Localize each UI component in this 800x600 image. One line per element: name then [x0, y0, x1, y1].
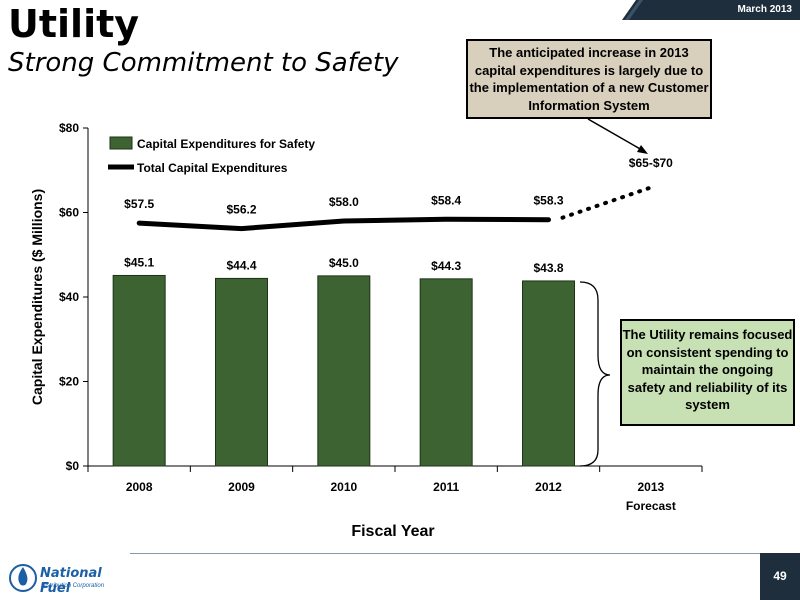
date-tab: March 2013	[622, 0, 800, 20]
y-tick-label: $40	[59, 290, 79, 304]
y-tick-label: $80	[59, 121, 79, 135]
forecast-dotted-line	[560, 184, 655, 220]
callout-safety: The Utility remains focused on consisten…	[620, 319, 795, 426]
bar-value-label: $44.3	[431, 259, 461, 273]
bar	[419, 278, 473, 467]
legend-label-total: Total Capital Expenditures	[137, 161, 288, 175]
legend-label-safety: Capital Expenditures for Safety	[137, 137, 315, 151]
footer-rule	[130, 553, 760, 554]
forecast-value-label: $65-$70	[629, 156, 673, 170]
x-tick-label: 2013	[637, 480, 664, 494]
x-tick-label: 2008	[126, 480, 153, 494]
bar-value-label: $45.0	[329, 256, 359, 270]
line-value-label: $57.5	[124, 197, 154, 211]
total-capex-line	[136, 216, 551, 232]
y-axis-title: Capital Expenditures ($ Millions)	[29, 189, 45, 405]
bar	[522, 280, 575, 467]
y-tick-label: $20	[59, 375, 79, 389]
bar-value-label: $45.1	[124, 255, 154, 269]
line-value-label: $56.2	[226, 203, 256, 217]
callout-arrow	[587, 118, 643, 151]
page-title: Utility	[8, 2, 140, 46]
curly-brace	[579, 281, 611, 467]
company-logo: National Fuel Distribution Corporation	[8, 560, 133, 596]
x-tick-label: 2009	[228, 480, 255, 494]
page-subtitle: Strong Commitment to Safety	[8, 48, 399, 78]
x-tick-label: 2010	[330, 480, 357, 494]
y-tick-label: $60	[59, 206, 79, 220]
logo-text: National Fuel	[40, 566, 102, 596]
x-tick-label: 2011	[433, 480, 459, 494]
x-tick-label: 2012	[535, 480, 562, 494]
date-tab-slant	[622, 0, 636, 20]
legend-swatch-bar	[109, 136, 133, 150]
line-value-label: $58.4	[431, 193, 461, 207]
date-label: March 2013	[737, 4, 792, 15]
line-value-label: $58.3	[533, 194, 563, 208]
x-tick-sublabel: Forecast	[626, 499, 676, 513]
callout-cis: The anticipated increase in 2013 capital…	[466, 39, 712, 119]
page-number: 49	[760, 553, 800, 600]
bar-value-label: $43.8	[533, 261, 563, 275]
logo-subtext: Distribution Corporation	[41, 583, 105, 589]
y-tick-label: $0	[66, 459, 80, 473]
bar	[317, 275, 371, 467]
callout-arrow-head	[637, 145, 648, 154]
bar	[215, 277, 268, 467]
flame-icon	[9, 564, 37, 592]
line-value-label: $58.0	[329, 195, 359, 209]
bar-value-label: $44.4	[226, 258, 256, 272]
x-axis-title: Fiscal Year	[351, 523, 434, 540]
bar	[112, 274, 166, 467]
